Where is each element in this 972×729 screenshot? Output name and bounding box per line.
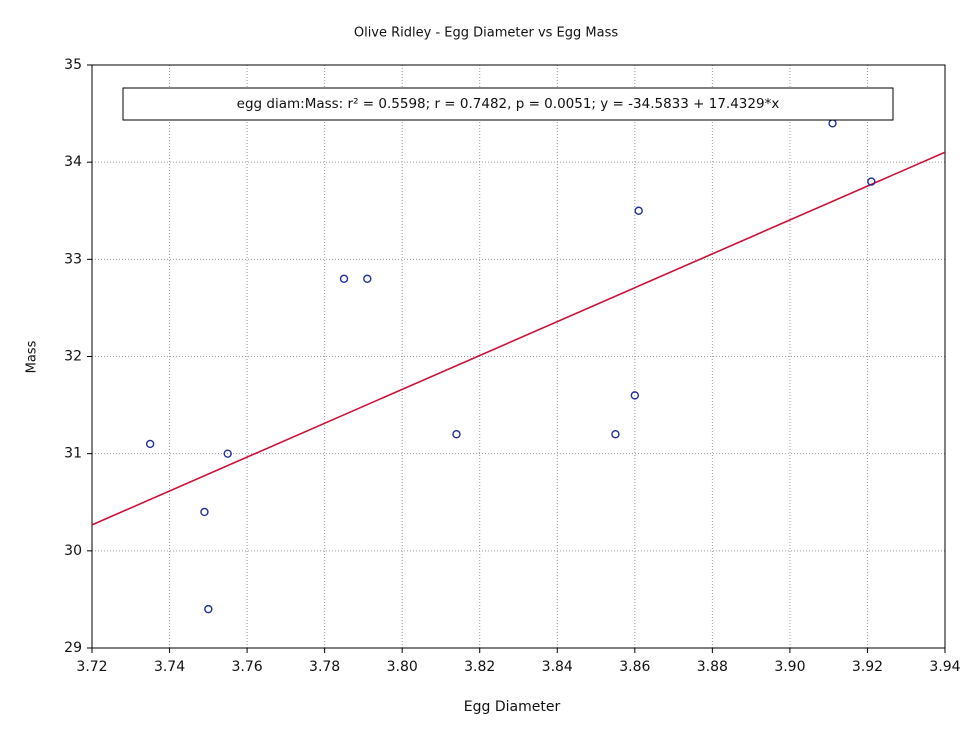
x-axis-label: Egg Diameter [464, 699, 561, 715]
y-tick-label: 35 [64, 57, 82, 73]
fit-line-group [92, 151, 945, 526]
data-point [339, 274, 349, 283]
data-point [611, 430, 620, 439]
x-tick-label: 3.78 [309, 659, 340, 675]
chart-title: Olive Ridley - Egg Diameter vs Egg Mass [354, 26, 619, 41]
x-tick-label: 3.94 [929, 659, 960, 675]
data-point [223, 449, 232, 458]
annotation: egg diam:Mass: r² = 0.5598; r = 0.7482, … [237, 96, 780, 112]
y-tick-label: 30 [64, 543, 82, 559]
x-tick-label: 3.80 [387, 659, 418, 675]
data-point [145, 439, 155, 449]
y-axis-label: Mass [25, 340, 40, 373]
y-tick-label: 33 [64, 251, 82, 267]
data-point [452, 430, 461, 439]
plot-layer: 29 30 31 32 33 34 35 3.72 3.74 3.76 3.78 3.80 3.82 3.… [64, 57, 961, 675]
y-tick-label: 31 [64, 446, 82, 462]
annotation-box [122, 87, 894, 121]
data-point [204, 604, 213, 614]
x-tick-label: 3.84 [542, 659, 573, 675]
fit-line [92, 151, 945, 526]
x-tick-label: 3.72 [76, 659, 107, 675]
data-point [363, 274, 372, 283]
x-tick-label: 3.86 [619, 659, 650, 675]
x-tick-label: 3.88 [697, 659, 728, 675]
x-tick-label: 3.76 [232, 659, 263, 675]
plot-border [91, 64, 946, 649]
data-point [634, 206, 643, 215]
x-tick-label: 3.90 [774, 659, 805, 675]
x-tick-label: 3.82 [464, 659, 495, 675]
data-point [630, 391, 640, 400]
y-tick-label: 32 [64, 349, 82, 365]
y-tick-label: 34 [64, 154, 82, 170]
x-tick-label: 3.74 [154, 659, 185, 675]
x-tick-label: 3.92 [852, 659, 883, 675]
data-point [867, 177, 876, 186]
data-point [200, 507, 209, 517]
y-tick-label: 29 [64, 640, 82, 656]
